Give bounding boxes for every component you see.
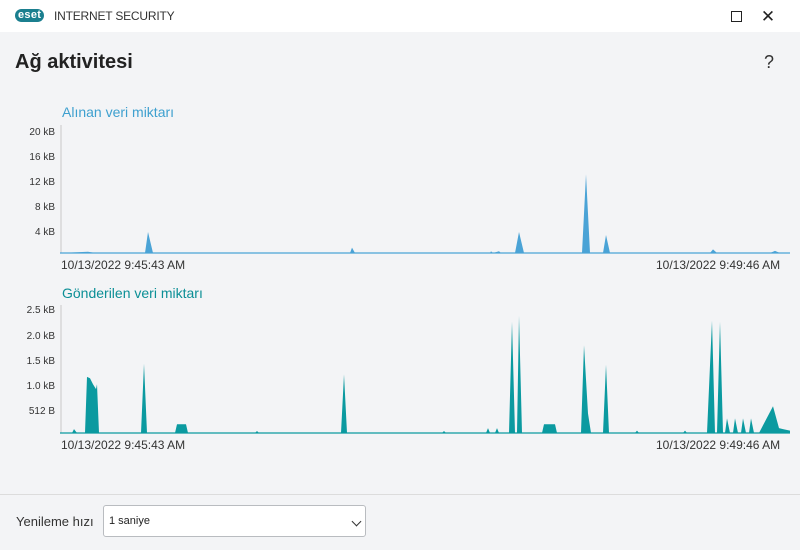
received-chart	[60, 125, 790, 254]
refresh-rate-value: 1 saniye	[109, 515, 150, 527]
refresh-rate-select[interactable]: 1 saniye	[103, 505, 366, 537]
sent-chart	[60, 305, 790, 434]
received-ytick: 16 kB	[29, 152, 55, 163]
received-ytick: 20 kB	[29, 127, 55, 138]
sent-ytick: 1.5 kB	[26, 356, 55, 367]
received-start-time: 10/13/2022 9:45:43 AM	[61, 258, 186, 272]
maximize-button[interactable]	[720, 0, 752, 32]
window-titlebar: eset INTERNET SECURITY ✕	[0, 0, 800, 32]
received-chart-series-area	[60, 174, 790, 253]
received-ytick: 12 kB	[29, 177, 55, 188]
close-icon: ✕	[760, 6, 776, 26]
received-chart-title: Alınan veri miktarı	[62, 104, 175, 120]
refresh-rate-label: Yenileme hızı	[16, 514, 94, 529]
eset-logo: eset	[15, 9, 45, 22]
sent-ytick: 512 B	[28, 406, 55, 417]
app-name: INTERNET SECURITY	[54, 9, 175, 23]
sent-end-time: 10/13/2022 9:49:46 AM	[656, 438, 781, 452]
sent-ytick: 2.0 kB	[26, 331, 55, 342]
sent-chart-series-area	[60, 315, 790, 433]
received-end-time: 10/13/2022 9:49:46 AM	[656, 258, 781, 272]
sent-ytick: 1.0 kB	[26, 381, 55, 392]
help-icon[interactable]: ?	[764, 52, 775, 72]
page-title: Ağ aktivitesi	[15, 51, 133, 73]
chevron-down-icon	[351, 516, 362, 527]
sent-chart-title: Gönderilen veri miktarı	[62, 285, 203, 301]
received-ytick: 8 kB	[34, 202, 55, 213]
received-ytick: 4 kB	[34, 227, 55, 238]
sent-start-time: 10/13/2022 9:45:43 AM	[61, 438, 186, 452]
sent-ytick: 2.5 kB	[26, 305, 55, 316]
close-button[interactable]: ✕	[752, 0, 784, 32]
footer-divider	[0, 494, 800, 495]
maximize-icon	[730, 10, 742, 22]
